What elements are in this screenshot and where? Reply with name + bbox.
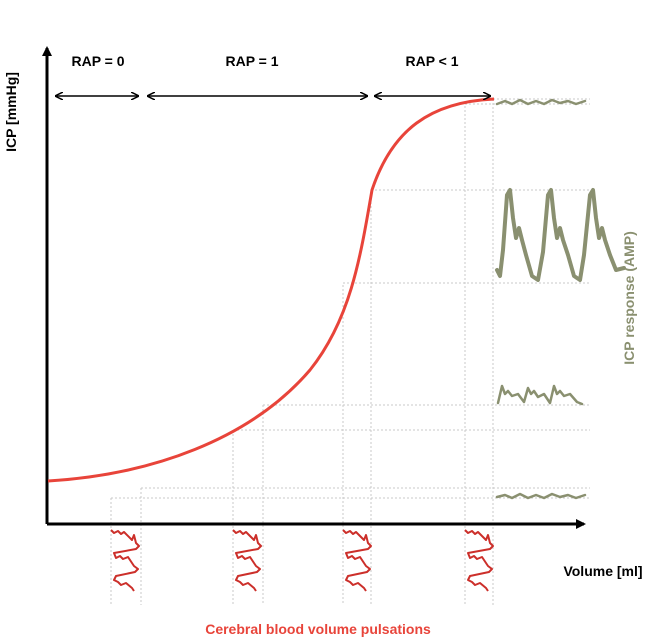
pressure-volume-curve: [47, 97, 495, 483]
blood-volume-pulse-3: [342, 529, 372, 592]
icp-response-flat-high: [495, 98, 587, 106]
zone-label-rap-1: RAP = 1: [225, 53, 278, 69]
icp-response-large: [495, 188, 626, 282]
icp-response-label: ICP response (AMP): [621, 231, 637, 365]
guide-lines: [110, 98, 590, 605]
x-axis-label: Volume [ml]: [563, 563, 642, 579]
blood-volume-pulses: [110, 529, 494, 592]
icp-response-small: [496, 384, 584, 406]
y-axis-label: ICP [mmHg]: [3, 72, 19, 152]
zone-label-rap-0: RAP = 0: [71, 53, 124, 69]
blood-volume-pulse-1: [110, 529, 140, 592]
cerebral-blood-volume-label: Cerebral blood volume pulsations: [205, 621, 431, 637]
blood-volume-pulse-2: [232, 529, 262, 592]
zone-label-rap-lt-1: RAP < 1: [405, 53, 458, 69]
icp-response-waves: [495, 98, 626, 500]
blood-volume-pulse-4: [464, 529, 494, 592]
icp-response-flat-low: [495, 492, 587, 500]
